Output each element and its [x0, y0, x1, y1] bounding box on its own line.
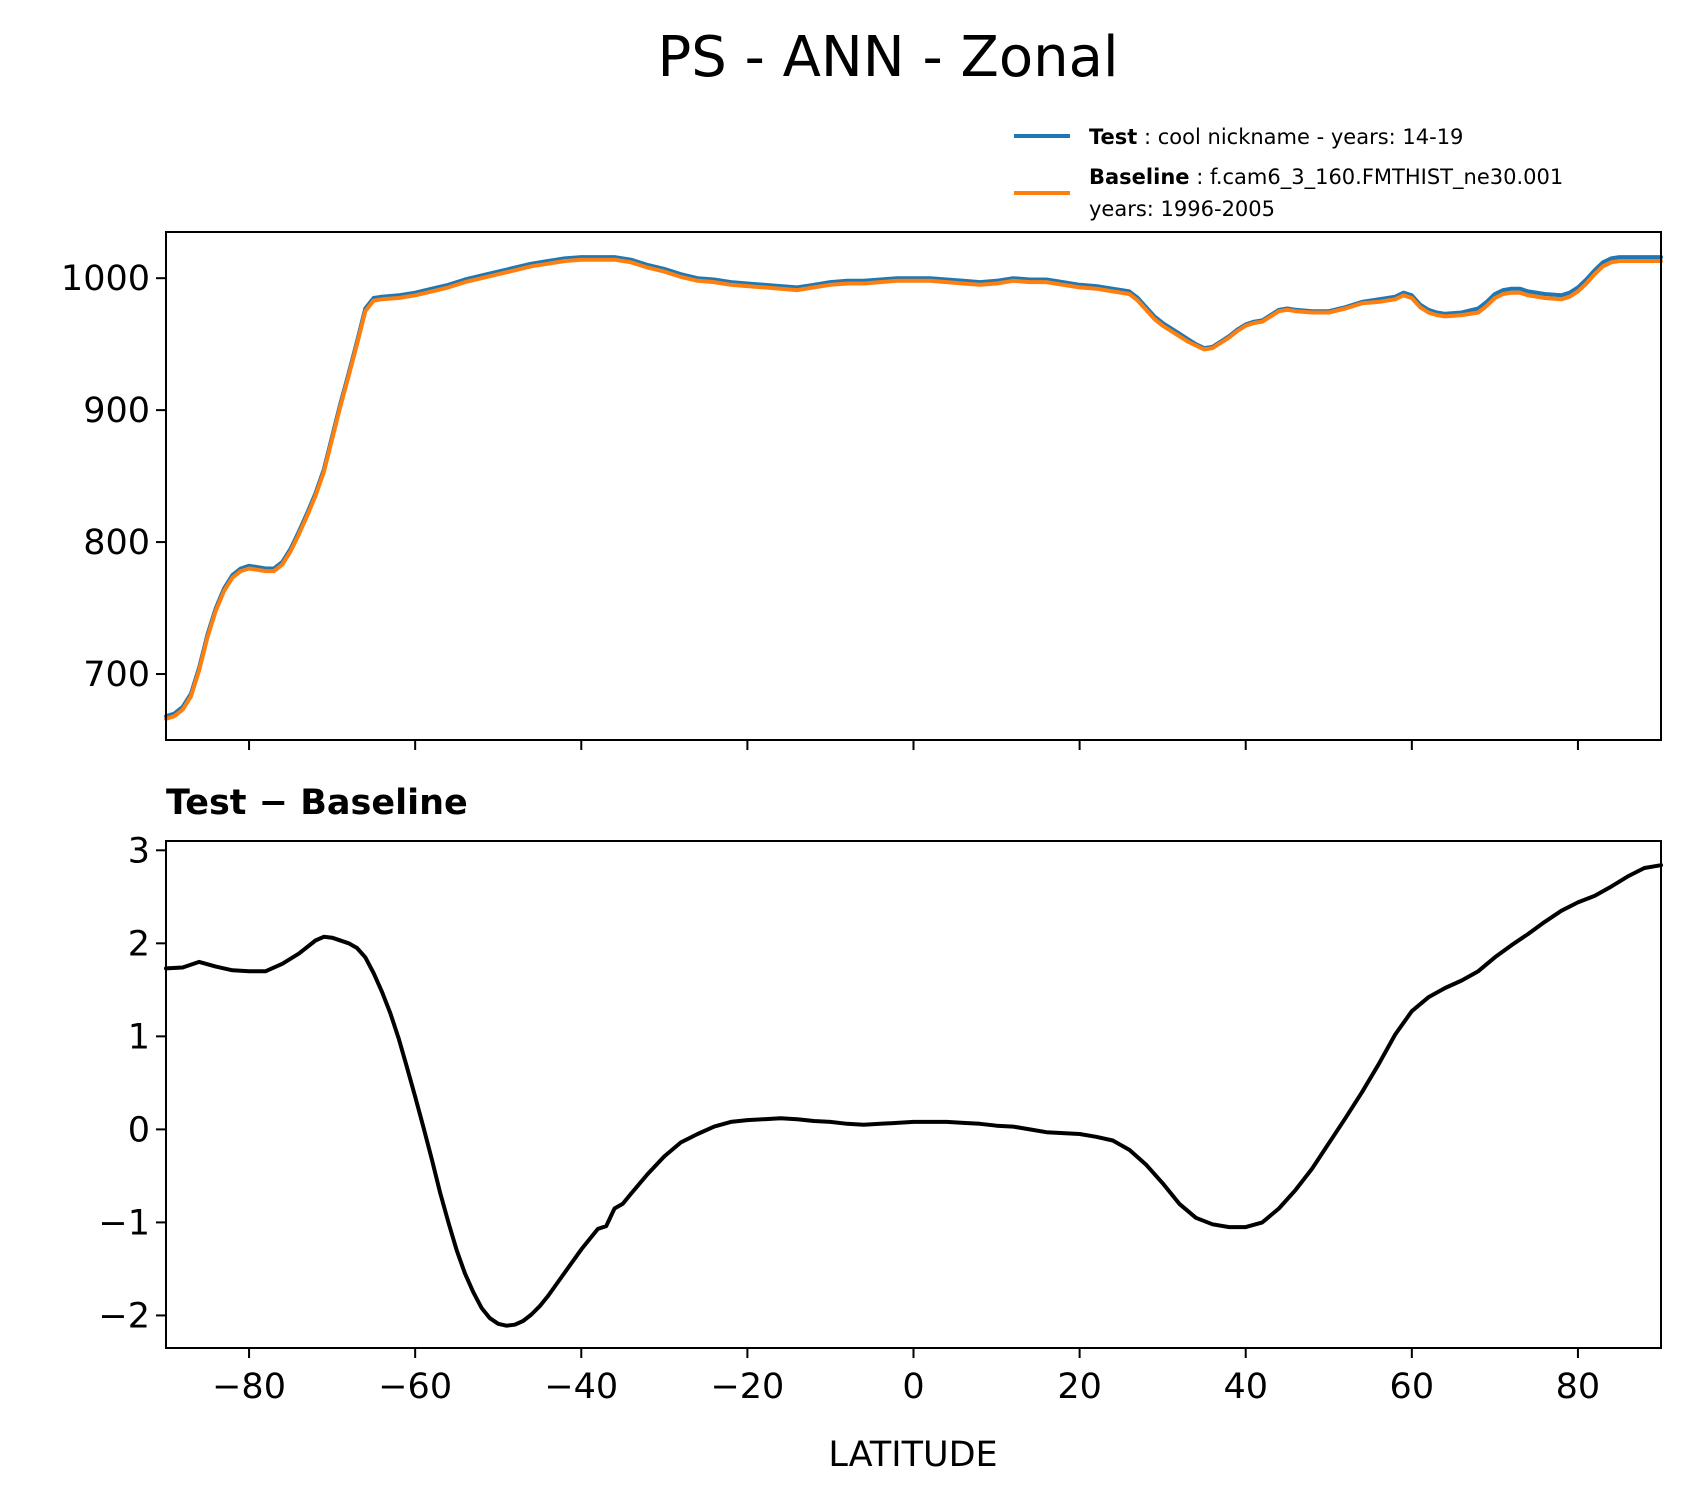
top-panel-xticks — [248, 740, 1579, 750]
bottom-ytick-label: 2 — [128, 924, 150, 964]
bottom-panel-series — [164, 863, 1663, 1328]
xtick-label: −60 — [378, 1367, 452, 1407]
legend-baseline-text: : f.cam6_3_160.FMTHIST_ne30.001 — [1196, 165, 1563, 190]
xtick-label: −80 — [212, 1367, 286, 1407]
bottom-panel-xticks: −80 −60 −40 −20 0 20 40 60 80 — [212, 1348, 1600, 1407]
bottom-ytick-label: −1 — [98, 1203, 150, 1243]
top-panel-frame — [165, 231, 1662, 741]
xtick-label: −20 — [710, 1367, 784, 1407]
xtick-label: 60 — [1390, 1367, 1435, 1407]
bottom-ytick-label: −2 — [98, 1296, 150, 1336]
xtick-label: 0 — [902, 1367, 924, 1407]
legend-baseline-text-line2: years: 1996-2005 — [1089, 197, 1275, 221]
top-panel: 700 800 900 1000 — [61, 231, 1663, 750]
top-panel-series — [164, 255, 1663, 721]
xtick-label: −40 — [544, 1367, 618, 1407]
top-ytick-label: 800 — [83, 523, 150, 563]
legend: Test : cool nickname - years: 14-19 Base… — [1014, 125, 1563, 221]
x-axis-label: LATITUDE — [828, 1435, 997, 1475]
bottom-panel-frame — [165, 840, 1662, 1349]
top-panel-yticks: 700 800 900 1000 — [61, 259, 166, 695]
legend-baseline-entry: Baseline : f.cam6_3_160.FMTHIST_ne30.001 — [1089, 165, 1563, 190]
xtick-label: 80 — [1556, 1367, 1601, 1407]
top-ytick-label: 900 — [83, 391, 150, 431]
legend-test-entry: Test : cool nickname - years: 14-19 — [1089, 125, 1463, 149]
bottom-panel-yticks: −2 −1 0 1 2 3 — [98, 831, 166, 1336]
legend-test-label: Test — [1089, 125, 1137, 149]
bottom-panel-title: Test − Baseline — [166, 783, 468, 823]
bottom-ytick-label: 3 — [128, 831, 150, 871]
bottom-panel: Test − Baseline −2 −1 0 1 2 3 −80 −60 −40 −20 0 20… — [98, 783, 1663, 1475]
legend-baseline-label: Baseline — [1089, 165, 1190, 189]
bottom-ytick-label: 0 — [128, 1110, 150, 1150]
bottom-ytick-label: 1 — [128, 1017, 150, 1057]
top-series-baseline-line — [164, 257, 1663, 721]
legend-test-text: : cool nickname - years: 14-19 — [1144, 125, 1463, 149]
top-ytick-label: 700 — [83, 655, 150, 695]
top-ytick-label: 1000 — [61, 259, 150, 299]
xtick-label: 20 — [1057, 1367, 1102, 1407]
xtick-label: 40 — [1223, 1367, 1268, 1407]
bottom-series-difference-line — [164, 863, 1663, 1328]
figure-title: PS - ANN - Zonal — [657, 25, 1118, 90]
